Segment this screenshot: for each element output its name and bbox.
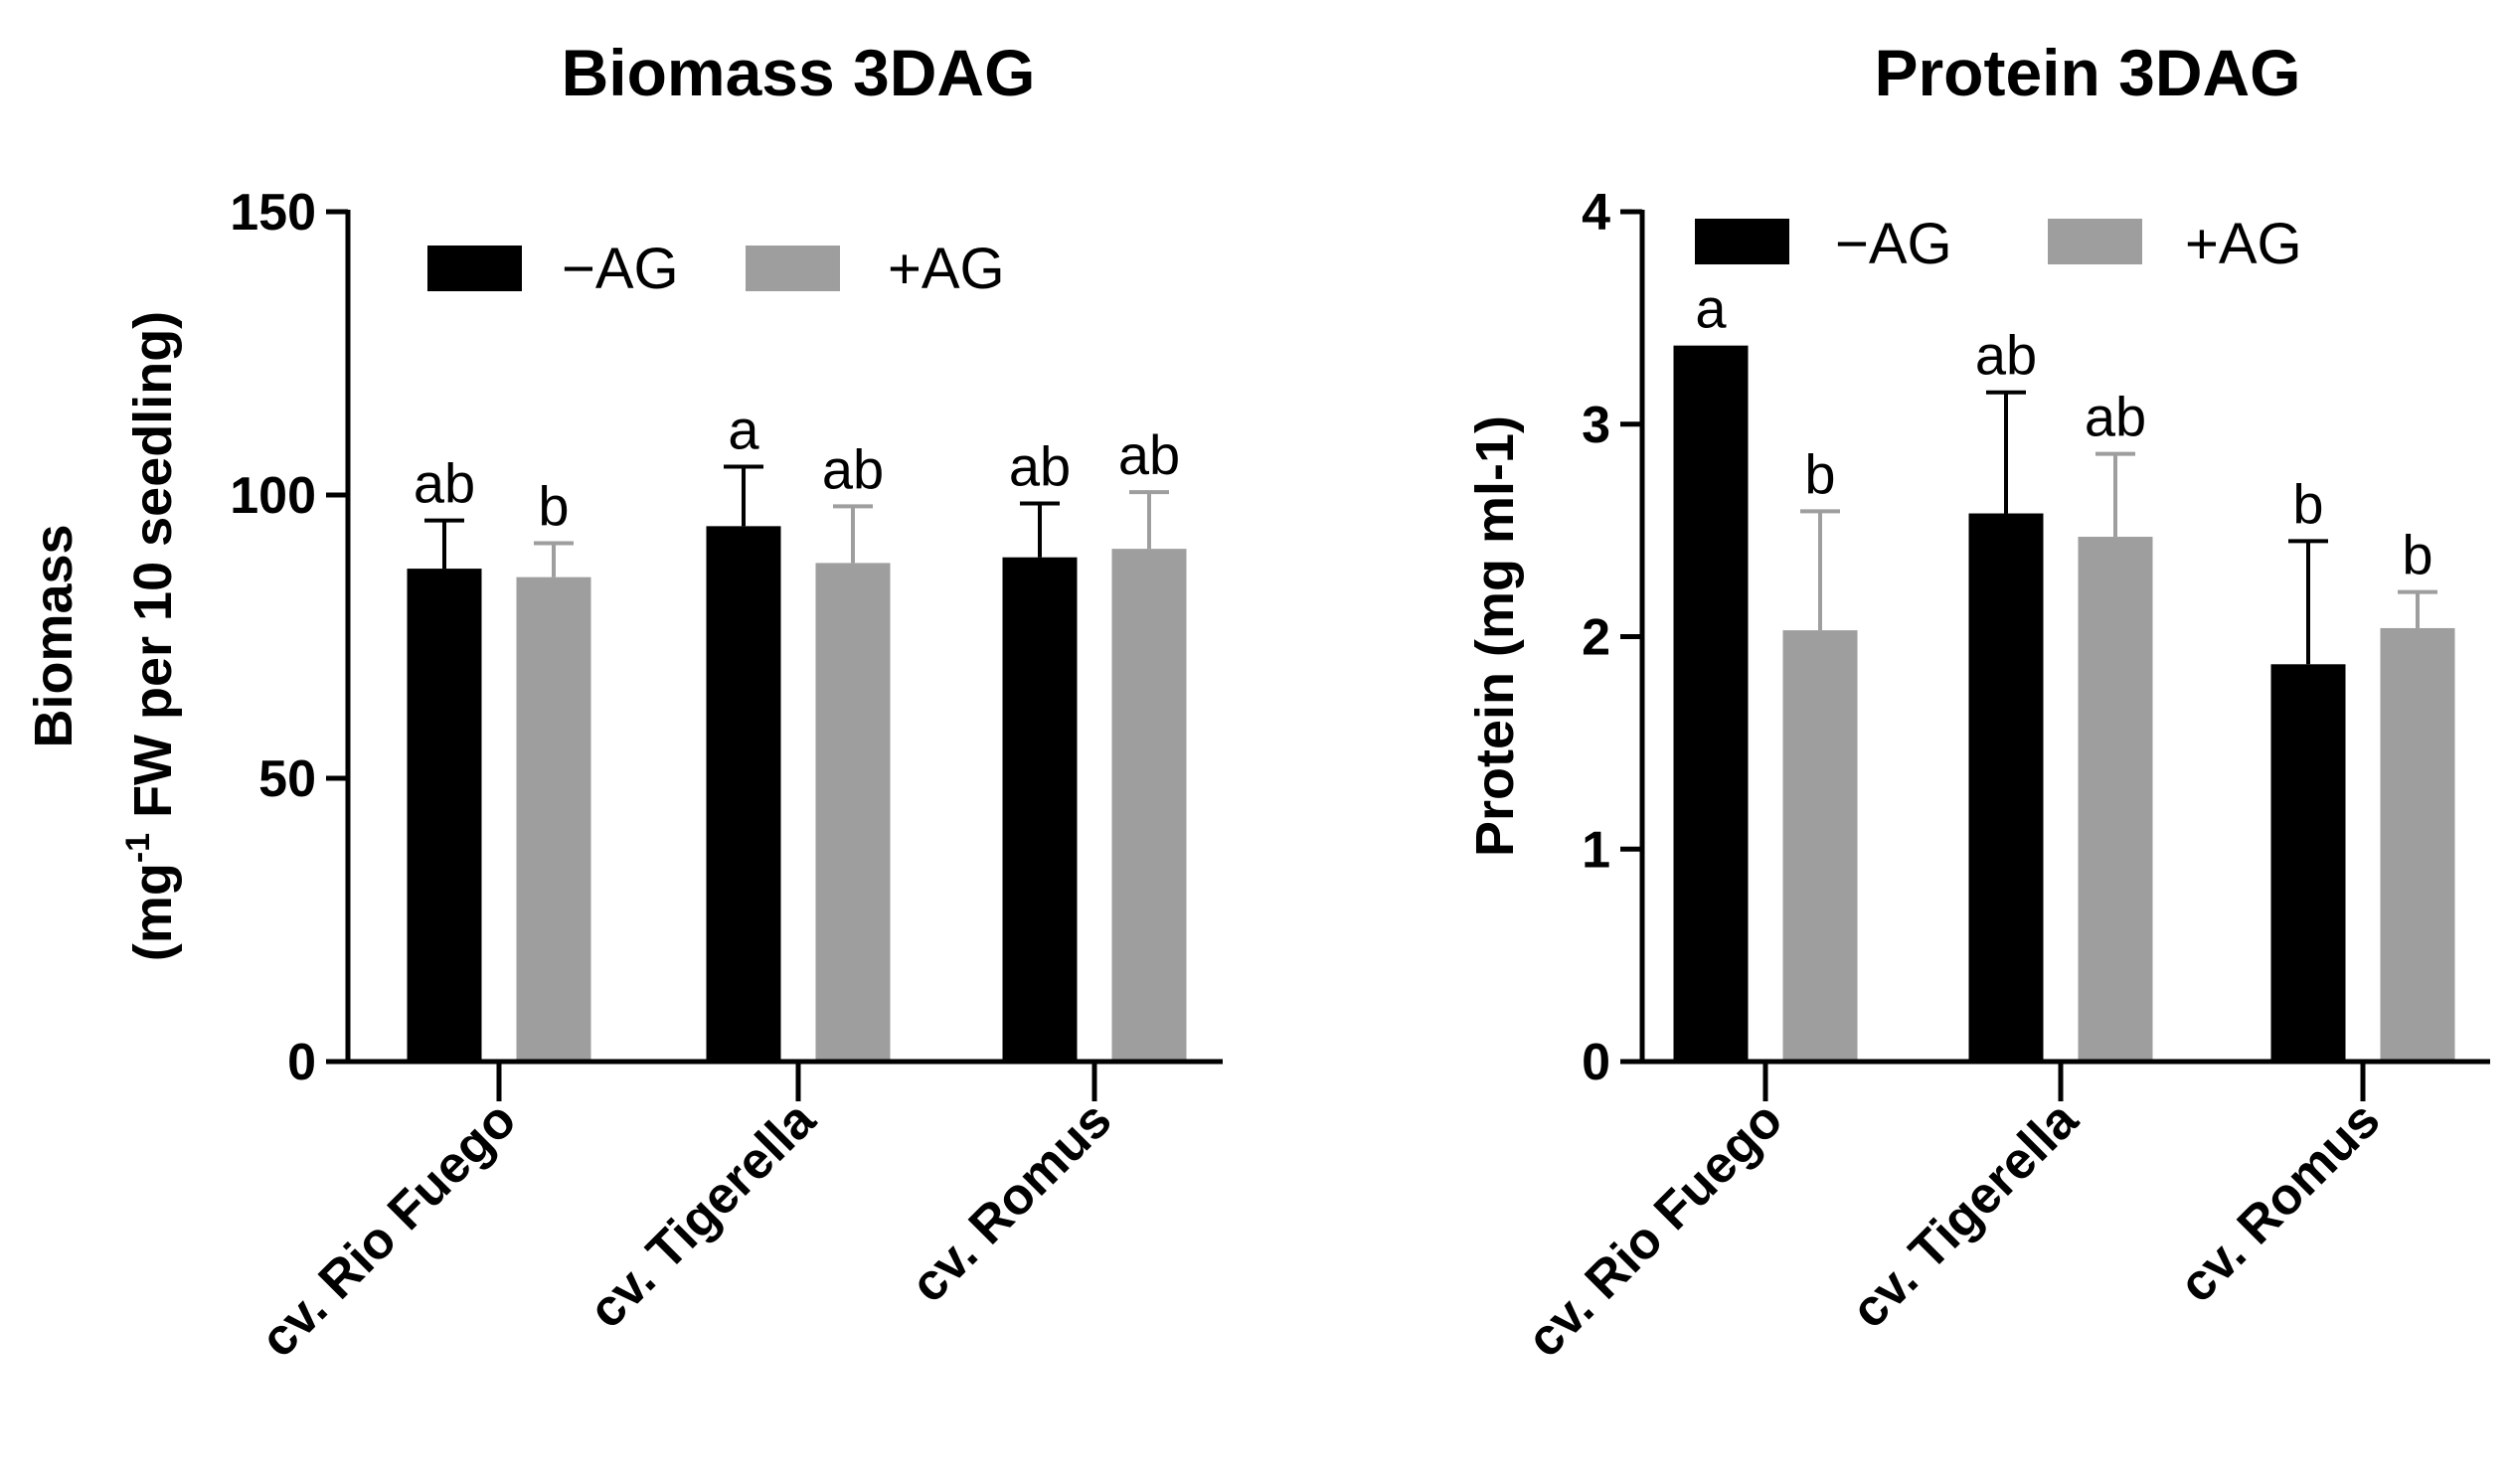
legend: −AG +AG [427,237,1005,301]
y-axis-label-superscript: -1 [119,833,157,863]
bar-minus-ag-1 [1673,345,1749,1063]
y-axis-label-line2-pre: (mg [123,863,183,961]
bar-plus-ag-1 [516,577,591,1062]
legend-swatch-minus-ag [1695,219,1789,264]
legend-swatch-plus-ag [2048,219,2142,264]
y-tick-label: 50 [258,750,316,808]
x-category-label: cv. Romus [2168,1090,2391,1313]
bar-minus-ag-3 [1002,557,1078,1062]
y-tick-label: 0 [1582,1034,1610,1091]
chart-title: Protein 3DAG [1874,36,2300,109]
legend-label-minus-ag: −AG [562,237,679,301]
legend-label-minus-ag: −AG [1835,212,1952,276]
x-category-label: cv. Romus [900,1090,1122,1313]
y-tick-label: 1 [1582,821,1610,879]
x-category-label: cv. Rio Fuego [1516,1090,1793,1368]
significance-letter-minus-ag-3: b [2292,472,2323,535]
y-tick-label: 150 [230,184,316,242]
bar-plus-ag-1 [1782,630,1858,1062]
significance-letter-plus-ag-2: ab [2085,386,2146,448]
x-category-label: cv. Tigerella [1840,1090,2090,1340]
y-axis-label-line1: Biomass [24,524,84,747]
significance-letter-minus-ag-1: ab [414,452,475,515]
legend-swatch-plus-ag [746,246,840,291]
y-tick-label: 4 [1582,184,1610,242]
legend: −AG +AG [1695,212,2302,276]
y-axis-label-line2: (mg-1 FW per 10 seedling) [119,311,183,961]
chart-title: Biomass 3DAG [562,36,1036,109]
legend-label-plus-ag: +AG [888,237,1005,301]
bar-plus-ag-2 [2078,537,2153,1062]
significance-letter-plus-ag-3: ab [1118,423,1180,486]
y-tick-label: 3 [1582,397,1610,454]
y-tick-label: 100 [230,467,316,525]
y-axis-label: Protein (mg ml-1) [1465,415,1525,857]
y-tick-label: 2 [1582,609,1610,667]
significance-letter-minus-ag-1: a [1695,277,1727,340]
significance-letter-plus-ag-1: b [538,474,569,537]
bar-plus-ag-2 [815,563,891,1062]
significance-letter-plus-ag-2: ab [822,437,884,500]
significance-letter-minus-ag-2: a [728,399,759,461]
significance-letter-minus-ag-2: ab [1975,324,2037,387]
protein-chart: Protein 3DAG Protein (mg ml-1) −AG +AG a… [1465,36,2490,1369]
y-axis-label-line2-post: FW per 10 seedling) [123,311,183,833]
bar-minus-ag-2 [1968,513,2044,1062]
significance-letter-plus-ag-3: b [2402,524,2432,586]
y-tick-label: 0 [287,1034,316,1091]
significance-letter-plus-ag-1: b [1804,442,1835,505]
bar-plus-ag-3 [2380,627,2455,1062]
x-category-label: cv. Rio Fuego [250,1090,527,1368]
x-category-label: cv. Tigerella [578,1090,827,1340]
significance-letter-minus-ag-3: ab [1009,435,1071,498]
biomass-chart: Biomass 3DAG Biomass (mg-1 FW per 10 see… [24,36,1223,1369]
legend-swatch-minus-ag [427,246,522,291]
bar-minus-ag-2 [706,526,781,1062]
bar-minus-ag-1 [407,569,482,1062]
bar-plus-ag-3 [1111,549,1187,1062]
bar-minus-ag-3 [2270,664,2346,1062]
legend-label-plus-ag: +AG [2185,212,2302,276]
